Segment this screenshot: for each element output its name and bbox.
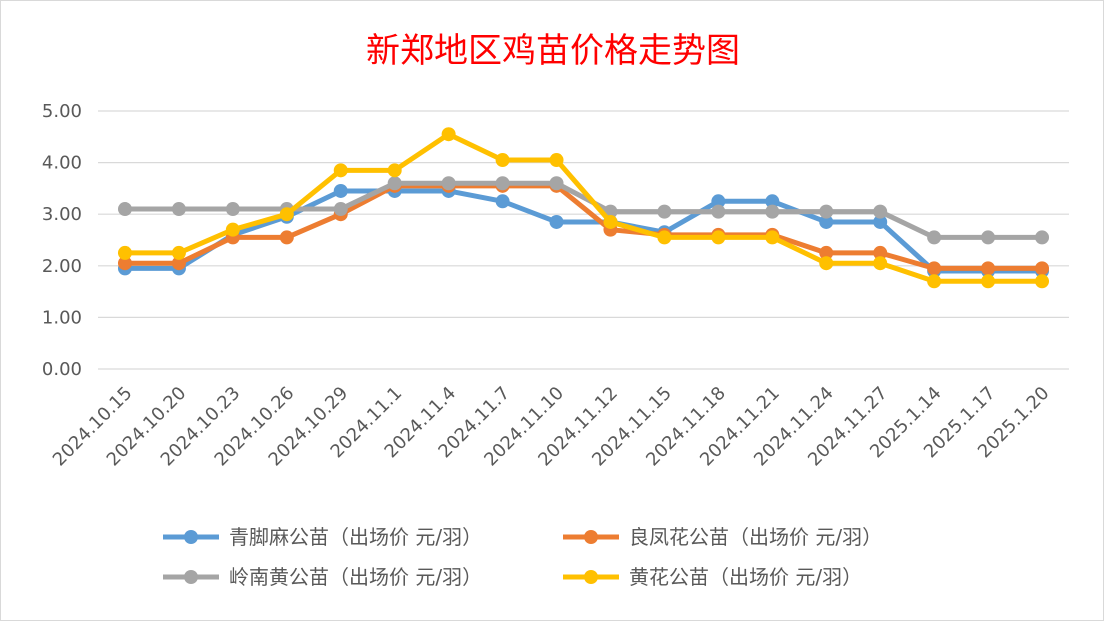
legend-item: 良凤花公苗（出场价 元/羽） — [563, 525, 882, 549]
data-point — [495, 176, 510, 191]
data-point — [927, 274, 942, 289]
data-point — [1035, 261, 1050, 276]
y-tick-label: 4.00 — [42, 153, 82, 174]
data-point — [549, 176, 564, 191]
data-point — [873, 214, 888, 229]
series-line — [124, 180, 1043, 240]
y-tick-label: 5.00 — [42, 101, 82, 122]
data-point — [495, 194, 510, 209]
legend-marker — [184, 570, 198, 584]
series-line — [124, 183, 1043, 271]
legend-item: 岭南黄公苗（出场价 元/羽） — [163, 565, 482, 589]
legend-marker — [184, 530, 198, 544]
legend-marker — [584, 570, 598, 584]
data-point — [117, 256, 132, 271]
data-point — [981, 261, 996, 276]
data-point — [279, 207, 294, 222]
series-2 — [117, 176, 1050, 245]
data-point — [657, 204, 672, 219]
series-3 — [117, 127, 1050, 289]
y-tick-label: 3.00 — [42, 204, 82, 225]
data-point — [117, 245, 132, 260]
chart-title: 新郑地区鸡苗价格走势图 — [366, 31, 740, 71]
data-point — [1035, 274, 1050, 289]
data-point — [225, 202, 240, 217]
data-point — [819, 214, 834, 229]
legend-label: 岭南黄公苗（出场价 元/羽） — [229, 565, 482, 589]
data-point — [225, 222, 240, 237]
data-point — [711, 194, 726, 209]
data-point — [171, 256, 186, 271]
gridlines — [98, 110, 1069, 370]
x-axis-ticks: 2024.10.152024.10.202024.10.232024.10.26… — [49, 383, 1054, 471]
y-tick-label: 1.00 — [42, 307, 82, 328]
data-point — [765, 194, 780, 209]
data-point — [711, 204, 726, 219]
data-point — [981, 274, 996, 289]
legend-marker — [584, 530, 598, 544]
data-point — [873, 256, 888, 271]
data-point — [333, 202, 348, 217]
data-point — [819, 245, 834, 260]
data-point — [333, 183, 348, 198]
data-point — [333, 163, 348, 178]
series-lines — [117, 127, 1050, 289]
data-point — [927, 261, 942, 276]
data-point — [603, 214, 618, 229]
data-point — [387, 176, 402, 191]
data-point — [711, 230, 726, 245]
data-point — [549, 214, 564, 229]
y-axis-ticks: 0.00 1.00 2.00 3.00 4.00 5.00 — [42, 101, 82, 380]
y-tick-label: 2.00 — [42, 256, 82, 277]
data-point — [927, 230, 942, 245]
data-point — [387, 163, 402, 178]
data-point — [441, 176, 456, 191]
legend-label: 青脚麻公苗（出场价 元/羽） — [229, 525, 482, 549]
series-line — [124, 131, 1043, 284]
data-point — [819, 256, 834, 271]
data-point — [441, 127, 456, 142]
data-point — [873, 204, 888, 219]
data-point — [1035, 230, 1050, 245]
data-point — [819, 204, 834, 219]
y-tick-label: 0.00 — [42, 359, 82, 380]
data-point — [495, 153, 510, 168]
series-line — [124, 188, 1043, 274]
legend-item: 黄花公苗（出场价 元/羽） — [563, 565, 862, 589]
legend-label: 良凤花公苗（出场价 元/羽） — [629, 525, 882, 549]
data-point — [765, 204, 780, 219]
data-point — [981, 230, 996, 245]
legend-label: 黄花公苗（出场价 元/羽） — [629, 565, 862, 589]
data-point — [279, 230, 294, 245]
data-point — [657, 230, 672, 245]
data-point — [171, 202, 186, 217]
data-point — [117, 202, 132, 217]
data-point — [171, 245, 186, 260]
legend-item: 青脚麻公苗（出场价 元/羽） — [163, 525, 482, 549]
data-point — [549, 153, 564, 168]
legend: 青脚麻公苗（出场价 元/羽） 良凤花公苗（出场价 元/羽） 岭南黄公苗（出场价 元/… — [163, 525, 882, 589]
data-point — [765, 230, 780, 245]
data-point — [873, 245, 888, 260]
